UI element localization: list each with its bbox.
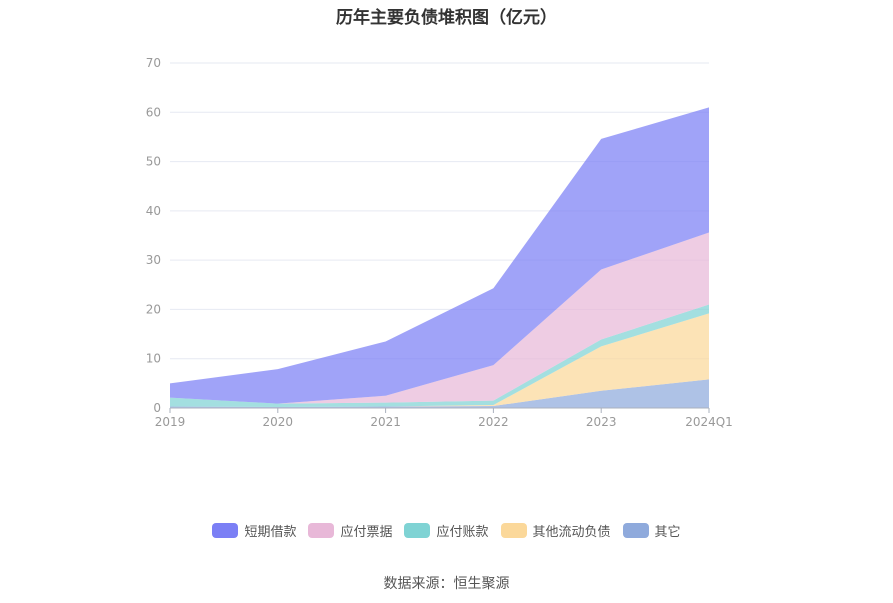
y-tick-label: 70 <box>146 56 161 70</box>
legend-swatch <box>212 523 239 538</box>
y-tick-label: 20 <box>146 302 161 316</box>
x-tick-label: 2023 <box>586 415 617 429</box>
y-tick-label: 40 <box>146 204 161 218</box>
area-series-0 <box>170 379 709 408</box>
legend-item[interactable]: 应付账款 <box>404 521 489 540</box>
y-tick-label: 0 <box>153 401 161 415</box>
legend-item[interactable]: 其他流动负债 <box>500 521 611 540</box>
legend-item[interactable]: 短期借款 <box>212 521 296 540</box>
legend-item[interactable]: 应付票据 <box>308 521 392 540</box>
x-tick-label: 2024Q1 <box>685 415 733 429</box>
area-series-3 <box>170 232 709 404</box>
area-series-4 <box>170 107 709 404</box>
legend-item[interactable]: 其它 <box>622 521 681 540</box>
x-tick-label: 2019 <box>155 415 186 429</box>
data-source-note: 数据来源：恒生聚源 <box>383 576 510 592</box>
chart-title: 历年主要负债堆积图（亿元） <box>336 8 557 28</box>
legend-swatch <box>622 523 649 538</box>
area-series-1 <box>170 313 709 407</box>
y-tick-label: 10 <box>146 352 161 366</box>
legend-label: 应付账款 <box>436 525 489 540</box>
legend-swatch <box>500 523 527 538</box>
legend-label: 应付票据 <box>340 525 393 540</box>
x-tick-label: 2022 <box>478 415 509 429</box>
y-tick-label: 30 <box>146 253 161 267</box>
x-tick-label: 2021 <box>370 415 401 429</box>
legend-label: 其他流动负债 <box>532 525 611 540</box>
legend-swatch <box>404 523 431 538</box>
legend-swatch <box>308 523 335 538</box>
y-tick-label: 60 <box>146 105 161 119</box>
y-tick-label: 50 <box>146 155 161 169</box>
legend-label: 其它 <box>654 525 681 540</box>
area-layer <box>170 107 709 408</box>
x-tick-label: 2020 <box>263 415 294 429</box>
legend-label: 短期借款 <box>244 525 297 540</box>
axis-layer: 0 10 20 30 40 50 60 70 2019 2020 2021 2022 2023 2024Q… <box>146 56 733 429</box>
legend: 短期借款 应付票据 应付账款 其他流动负债 其它 <box>0 521 893 540</box>
